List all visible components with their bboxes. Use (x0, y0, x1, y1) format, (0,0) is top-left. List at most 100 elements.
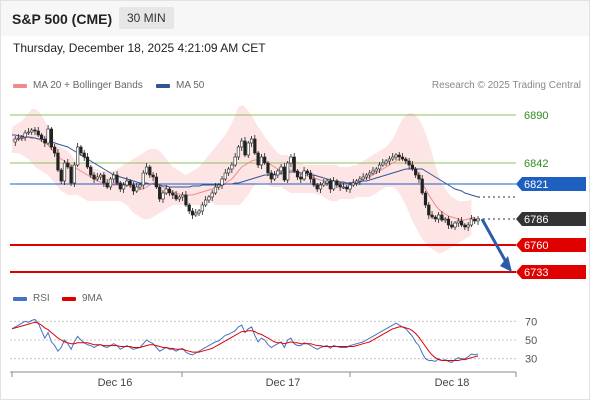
candle (184, 191, 188, 207)
candle (456, 218, 460, 227)
candle (318, 182, 323, 193)
level-label-6821: 6821 (516, 177, 586, 191)
candle (315, 183, 319, 192)
candle (348, 182, 352, 193)
timeframe-button[interactable]: 30 MIN (119, 7, 174, 29)
candle (151, 172, 155, 181)
candle (427, 202, 431, 219)
candle (433, 215, 437, 222)
candle (446, 216, 451, 229)
candle (13, 136, 17, 146)
candle (62, 160, 67, 185)
candle (443, 217, 447, 223)
candle (43, 136, 47, 147)
candle (253, 135, 257, 155)
rsi-panel: 70 50 30 (10, 316, 537, 366)
legend-rsi-label: RSI (33, 293, 50, 304)
level-label-6760: 6760 (516, 238, 586, 252)
candle (220, 176, 224, 189)
candle (46, 125, 50, 145)
candle (135, 183, 139, 193)
candle (26, 128, 31, 135)
level-label-6890: 6890 (524, 110, 548, 122)
level-tag-6786 (516, 212, 586, 226)
candle (125, 177, 129, 187)
legend-rsi: RSI (13, 293, 50, 304)
candle (131, 182, 136, 195)
price-labels-layer: 6890 6842 6821 6786 6760 6733 (516, 110, 586, 279)
rsi-tick-70: 70 (525, 316, 537, 328)
time-axis: Dec 16 Dec 17 Dec 18 (10, 371, 517, 389)
candle (325, 179, 329, 186)
candle (92, 172, 96, 183)
candle (309, 170, 313, 183)
candle (312, 175, 316, 187)
candle (148, 165, 152, 178)
candle (387, 156, 391, 165)
candle (368, 170, 372, 179)
candle (197, 209, 201, 216)
level-label-6786: 6786 (516, 212, 586, 226)
candle (417, 172, 421, 183)
candle (89, 165, 93, 178)
candle (423, 191, 428, 208)
candle (338, 182, 342, 191)
level-text-6733: 6733 (524, 267, 548, 279)
candle (463, 223, 467, 230)
candle (236, 145, 241, 160)
candle (302, 167, 306, 181)
candle (459, 217, 464, 227)
rsi-swatch (13, 296, 27, 301)
candle (161, 190, 165, 203)
candle (36, 127, 40, 137)
candle (407, 158, 411, 169)
ma50-line (12, 134, 479, 198)
candle (76, 143, 80, 167)
candle (450, 221, 454, 229)
candle (335, 179, 339, 188)
candle (473, 217, 477, 224)
moving-average-layer (12, 134, 516, 221)
candle (269, 170, 273, 183)
level-label-6842: 6842 (524, 158, 548, 170)
candle (404, 157, 408, 164)
candle (56, 149, 60, 172)
candle (49, 127, 53, 150)
candle (256, 151, 260, 168)
candle (374, 167, 378, 174)
candle (164, 185, 168, 195)
candle (292, 153, 296, 173)
candle (82, 150, 86, 161)
candle (364, 173, 369, 180)
candle (384, 159, 388, 166)
instrument-title: S&P 500 (CME) (12, 11, 113, 27)
chart-header: S&P 500 (CME) 30 MIN (0, 0, 590, 36)
candle (361, 173, 365, 181)
candle (394, 153, 398, 160)
candle (16, 134, 21, 141)
candle (358, 176, 362, 185)
candle (233, 153, 237, 167)
candle (207, 195, 211, 203)
rsi-line (11, 318, 479, 363)
candle (351, 179, 355, 187)
rsi-tick-50: 50 (525, 335, 537, 347)
candle (476, 216, 480, 225)
level-text-6842: 6842 (524, 158, 548, 170)
candle (213, 183, 218, 195)
candle (171, 190, 175, 199)
rsi-ma-line (11, 321, 479, 361)
candle (95, 173, 99, 181)
candle (181, 192, 185, 201)
candle (328, 178, 332, 193)
candle (266, 161, 270, 176)
candle (230, 162, 234, 173)
candle (102, 172, 106, 187)
ma50-swatch (156, 83, 170, 88)
candle (144, 163, 149, 175)
candle (226, 167, 231, 176)
candle (305, 169, 309, 176)
candle (259, 154, 264, 169)
candle (158, 185, 162, 202)
